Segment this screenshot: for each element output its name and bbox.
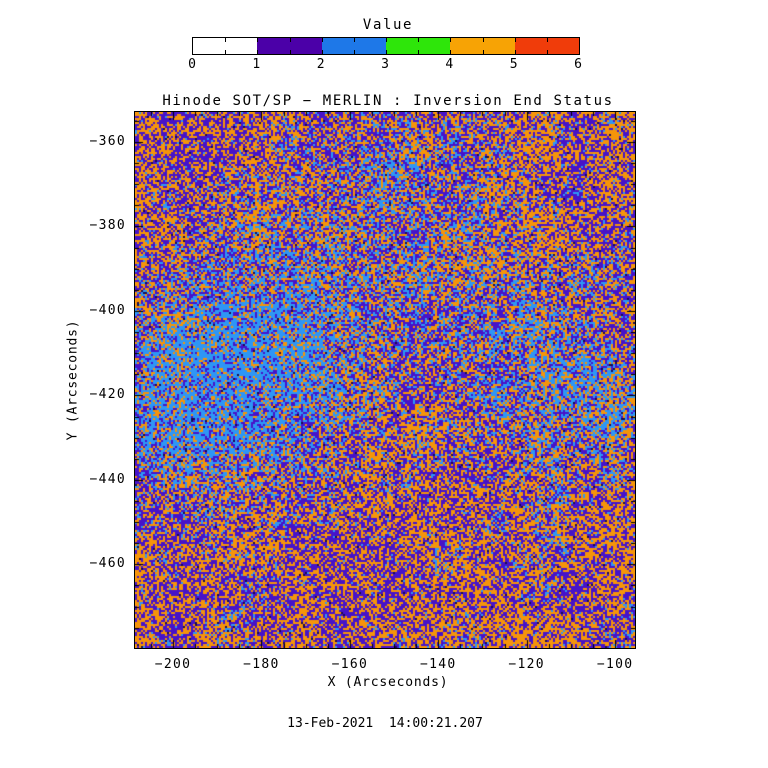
colorbar-segment-2-3 xyxy=(321,38,386,54)
colorbar-tick-label: 5 xyxy=(509,57,518,72)
colorbar-minor-tick xyxy=(514,50,516,54)
colorbar-tick-label: 4 xyxy=(445,57,454,72)
colorbar-minor-tick xyxy=(225,38,227,42)
colorbar-segment-5-6 xyxy=(514,38,579,54)
colorbar-segment-1-2 xyxy=(257,38,322,54)
y-tick-label: −440 xyxy=(89,471,126,487)
x-tick-label: −140 xyxy=(420,657,457,672)
colorbar-minor-tick xyxy=(257,38,259,42)
y-tick-label: −420 xyxy=(89,387,126,403)
colorbar-minor-tick xyxy=(257,50,259,54)
colorbar-minor-tick xyxy=(225,50,227,54)
colorbar-minor-tick xyxy=(418,50,420,54)
colorbar-minor-tick xyxy=(321,50,323,54)
y-tick-label: −460 xyxy=(89,556,126,572)
x-axis-label: X (Arcseconds) xyxy=(327,675,449,690)
colorbar-minor-tick xyxy=(321,38,323,42)
x-tick-label: −160 xyxy=(331,657,369,672)
heatmap-canvas xyxy=(135,112,635,648)
colorbar-tick-label: 3 xyxy=(381,57,389,72)
colorbar-minor-tick xyxy=(450,50,452,54)
colorbar-tick-label: 2 xyxy=(316,57,325,72)
x-tick-label: −180 xyxy=(243,657,280,672)
x-tick-label: −200 xyxy=(154,657,192,672)
colorbar-minor-tick xyxy=(353,38,355,42)
timestamp: 13-Feb-2021 14:00:21.207 xyxy=(287,716,483,731)
y-tick-label: −400 xyxy=(89,302,126,318)
colorbar-minor-tick xyxy=(482,50,484,54)
y-axis-label: Y (Arcseconds) xyxy=(65,319,81,441)
y-tick-label: −360 xyxy=(89,133,126,149)
colorbar-minor-tick xyxy=(289,38,291,42)
x-tick-label: −120 xyxy=(508,657,545,672)
colorbar-minor-tick xyxy=(482,38,484,42)
colorbar xyxy=(192,37,580,55)
colorbar-tick-label: 1 xyxy=(252,57,261,72)
plot-title: Hinode SOT/SP − MERLIN : Inversion End S… xyxy=(162,93,614,109)
colorbar-minor-tick xyxy=(546,38,548,42)
colorbar-minor-tick xyxy=(546,50,548,54)
colorbar-minor-tick xyxy=(289,50,291,54)
plot-area xyxy=(134,111,636,649)
colorbar-segment-3-4 xyxy=(385,38,451,54)
colorbar-minor-tick xyxy=(386,50,387,54)
colorbar-minor-tick xyxy=(386,38,387,42)
colorbar-minor-tick xyxy=(353,50,355,54)
x-tick-label: −100 xyxy=(596,657,634,672)
colorbar-segment-4-5 xyxy=(450,38,515,54)
colorbar-minor-tick xyxy=(418,38,420,42)
colorbar-title: Value xyxy=(362,17,414,33)
y-tick-label: −380 xyxy=(89,218,126,234)
colorbar-segment-0-1 xyxy=(193,38,258,54)
colorbar-minor-tick xyxy=(450,38,452,42)
colorbar-minor-tick xyxy=(514,38,516,42)
colorbar-tick-label: 6 xyxy=(574,57,582,72)
colorbar-tick-label: 0 xyxy=(188,57,196,72)
